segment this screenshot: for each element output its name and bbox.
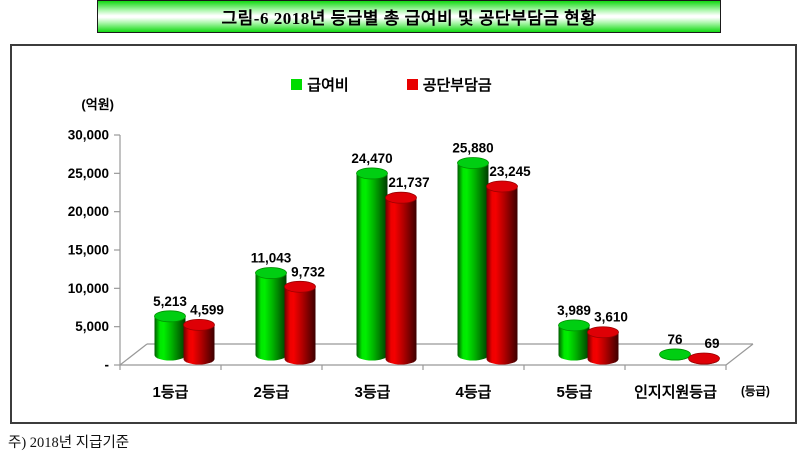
bar-cylinder-급여비-1등급 (154, 310, 186, 361)
legend-item-benefit: 급여비 (291, 74, 349, 95)
chart-box: 급여비 공단부담금 (억원) 30,000 25,000 20,000 15,000 1… (10, 44, 797, 424)
chart-title: 그림-6 2018년 등급별 총 급여비 및 공단부담금 현황 (221, 9, 597, 28)
category-label: 인지지원등급 (634, 383, 717, 401)
y-tick-label: 30,000 (68, 128, 109, 143)
bar-cylinder-급여비-4등급 (457, 157, 489, 361)
category-label: 4등급 (456, 384, 492, 401)
legend-label-corp-share: 공단부담금 (422, 77, 492, 94)
bar-cylinder-공단부담금-1등급 (183, 318, 215, 365)
y-tick-label: 25,000 (68, 166, 109, 181)
axis-line (119, 343, 148, 366)
legend-item-corp-share: 공단부담금 (406, 74, 492, 95)
category-label: 2등급 (254, 384, 290, 401)
bar-value-label: 24,470 (351, 151, 392, 166)
bar-cylinder-급여비-5등급 (558, 319, 590, 361)
bar-value-label: 5,213 (153, 294, 187, 309)
axis-line (725, 343, 754, 366)
bar-value-label: 69 (704, 336, 719, 351)
bar-cylinder-공단부담금-4등급 (486, 180, 518, 365)
y-tick-label: 15,000 (68, 243, 109, 258)
plot-svg: 30,000 25,000 20,000 15,000 10,000 5,000 - 1등급 2… (68, 128, 754, 401)
category-label: 1등급 (153, 384, 189, 401)
y-tick-label: - (105, 358, 110, 373)
bar-cylinder-급여비-3등급 (356, 167, 388, 361)
y-tick-label: 20,000 (68, 204, 109, 219)
y-tick-label: 10,000 (68, 281, 109, 296)
bar-cylinder-급여비-2등급 (255, 267, 287, 361)
legend-label-benefit: 급여비 (307, 77, 349, 94)
bar-cylinder-급여비-인지지원등급 (659, 348, 691, 361)
bar-cylinder-공단부담금-인지지원등급 (688, 352, 720, 365)
bar-value-label: 4,599 (190, 302, 224, 317)
bar-value-label: 23,245 (489, 164, 531, 179)
y-axis-unit-label: (억원) (81, 97, 114, 112)
bar-cylinder-공단부담금-3등급 (385, 191, 417, 365)
category-label: 5등급 (557, 384, 593, 401)
bar-value-label: 9,732 (291, 264, 325, 279)
category-label: 3등급 (355, 384, 391, 401)
legend: 급여비 공단부담금 (0, 74, 783, 95)
legend-swatch-green (291, 79, 303, 90)
bar-value-label: 21,737 (388, 175, 429, 190)
chart-title-bar: 그림-6 2018년 등급별 총 급여비 및 공단부담금 현황 (97, 0, 721, 33)
bar-value-label: 76 (667, 332, 683, 347)
x-axis-unit-label: (등급) (741, 386, 770, 398)
bar-cylinder-공단부담금-5등급 (587, 326, 619, 365)
bar-value-label: 3,610 (594, 310, 628, 325)
y-tick-label: 5,000 (75, 319, 109, 334)
bar-value-label: 11,043 (251, 251, 292, 266)
legend-swatch-red (406, 79, 418, 90)
bar-cylinder-공단부담금-2등급 (284, 280, 316, 365)
bar-value-label: 3,989 (557, 303, 591, 318)
footnote: 주) 2018년 지급기준 (8, 435, 130, 451)
bar-value-label: 25,880 (452, 140, 493, 155)
